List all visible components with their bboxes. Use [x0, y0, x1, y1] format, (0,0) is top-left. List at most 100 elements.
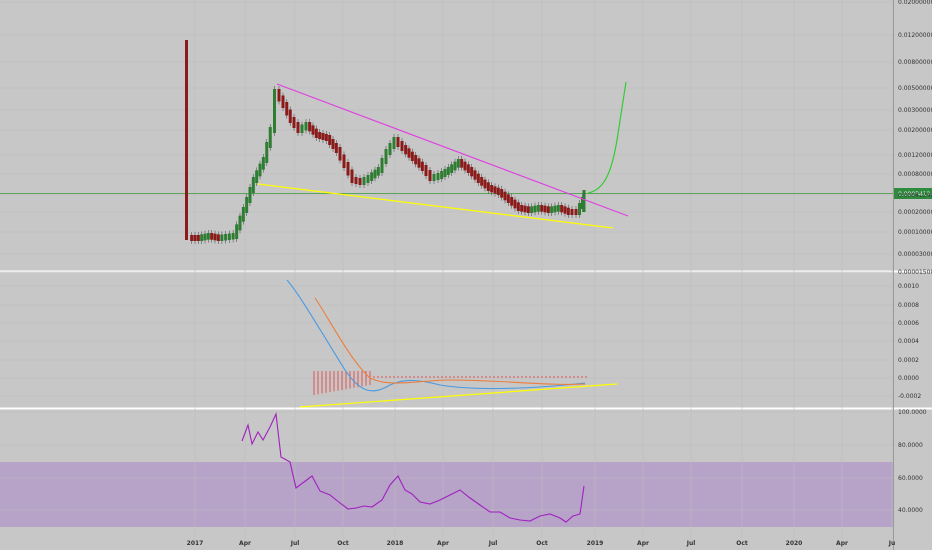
candle	[224, 234, 228, 241]
candle	[546, 206, 550, 213]
candle	[328, 135, 332, 145]
candle	[370, 172, 374, 181]
candle	[227, 233, 231, 240]
macd-line	[286, 279, 586, 392]
candle	[321, 133, 325, 140]
time-tick: Jul	[290, 540, 300, 547]
price-tick: 0.00020000	[898, 209, 932, 216]
price-tick: 0.02000000	[898, 0, 932, 6]
macd-tick: 0.0010	[898, 283, 919, 290]
price-tick: 0.00041240	[898, 192, 932, 199]
candle	[324, 134, 328, 141]
price-tick: 0.00003000	[898, 251, 932, 258]
macd-panel	[286, 279, 618, 408]
candle	[258, 163, 262, 177]
candle	[285, 102, 289, 116]
time-tick: Apr	[836, 540, 848, 547]
macd-tick: 0.0002	[898, 357, 919, 364]
candle	[486, 182, 490, 191]
time-tick: Apr	[437, 540, 449, 547]
price-tick: 0.01200000	[898, 32, 932, 39]
candle	[550, 206, 554, 213]
candle	[213, 233, 217, 241]
candle	[543, 205, 547, 213]
candle	[500, 189, 504, 198]
candle	[530, 206, 534, 213]
candle	[350, 169, 354, 183]
candle	[470, 167, 474, 177]
candle	[273, 89, 276, 133]
candle	[231, 233, 235, 240]
candle	[446, 167, 450, 175]
candle	[476, 173, 480, 183]
candle	[432, 174, 436, 181]
candle	[414, 155, 418, 165]
rsi-band	[0, 462, 893, 527]
candle	[463, 161, 467, 171]
candle	[460, 159, 464, 168]
candle	[193, 235, 197, 241]
price-axis: 0.02000000 0.01200000 0.00800000 0.00500000…	[898, 0, 932, 514]
candle	[373, 169, 377, 179]
candle	[490, 185, 494, 193]
rsi-line	[241, 411, 585, 523]
candle	[400, 141, 404, 151]
candle	[277, 89, 281, 102]
candle	[358, 178, 362, 185]
macd-tick: 0.0000	[898, 375, 919, 382]
price-tick: 0.00080000	[898, 171, 932, 178]
candle	[533, 205, 537, 213]
candle	[245, 197, 249, 213]
rsi-panel	[241, 411, 585, 523]
macd-tick: 0.0006	[898, 320, 919, 327]
candle	[506, 194, 510, 203]
rsi-tick: 100.0000	[898, 409, 927, 416]
macd-tick: -0.0002	[898, 393, 921, 400]
time-tick: Apr	[637, 540, 649, 547]
support-trendline	[257, 183, 614, 229]
candle	[248, 187, 252, 203]
time-tick: Apr	[239, 540, 251, 547]
candle	[384, 149, 388, 164]
grid	[0, 477, 893, 511]
candle	[428, 170, 432, 181]
candle	[510, 197, 514, 206]
candle	[410, 151, 414, 161]
candle	[292, 117, 296, 128]
candle	[424, 165, 428, 176]
candle	[574, 209, 578, 215]
candle	[516, 202, 520, 211]
candle	[493, 186, 497, 194]
candle	[526, 206, 530, 213]
candle	[314, 128, 318, 138]
candle	[261, 157, 265, 170]
price-tick: 0.00001500	[898, 269, 932, 276]
candle	[300, 124, 304, 133]
candle	[311, 125, 315, 135]
candle	[503, 191, 507, 201]
candle	[296, 122, 300, 133]
macd-support-trendline	[299, 383, 618, 408]
candle	[456, 159, 460, 168]
candle	[354, 177, 358, 184]
candle	[241, 207, 245, 222]
candle	[331, 139, 335, 149]
time-axis: 2017 Apr Jul Oct 2018 Apr Jul Oct 2019 Apr Jul Oct 2…	[187, 540, 896, 547]
time-tick: Ju	[888, 540, 896, 547]
macd-tick: 0.0004	[898, 338, 919, 345]
price-tick: 0.00500000	[898, 85, 932, 92]
macd-tick: 0.0008	[898, 302, 919, 309]
time-tick: Oct	[337, 540, 349, 547]
candle	[453, 161, 457, 171]
candle	[570, 209, 574, 215]
candle	[392, 137, 396, 149]
candle	[388, 143, 392, 155]
candle	[553, 205, 557, 213]
candle	[436, 173, 440, 180]
resistance-trendline	[276, 83, 629, 217]
candle	[380, 158, 384, 173]
candle	[251, 177, 255, 193]
candle	[304, 122, 308, 131]
candle	[362, 177, 366, 185]
